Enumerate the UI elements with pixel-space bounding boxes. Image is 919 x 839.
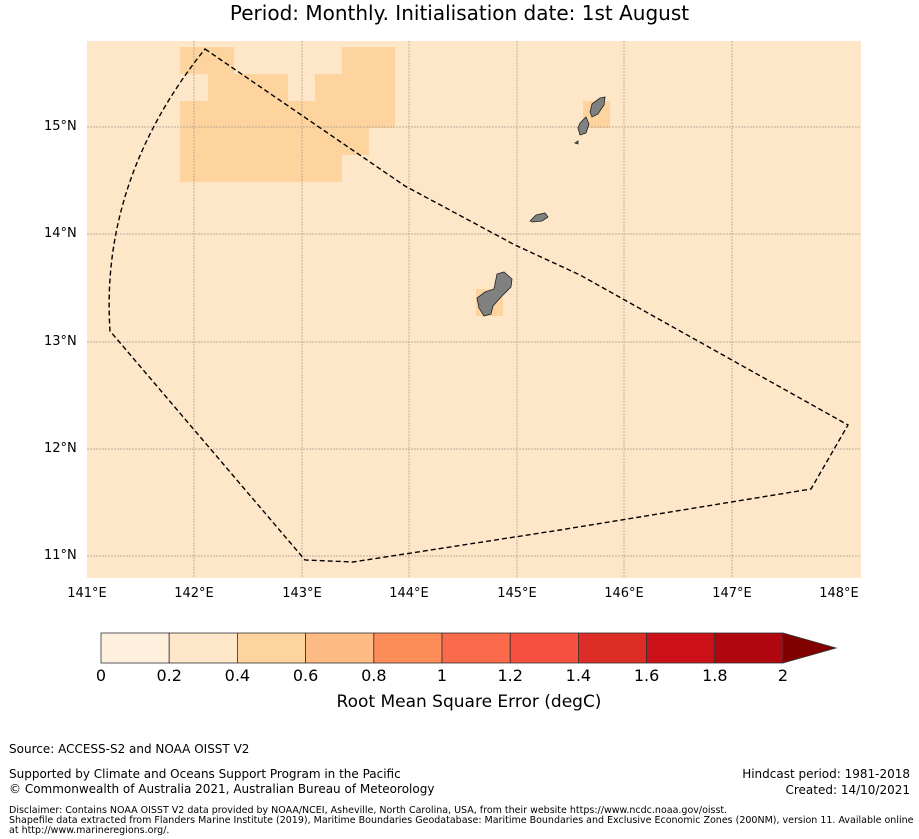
colorbar-segment	[509, 632, 579, 664]
colorbar-tick: 0.8	[361, 666, 387, 685]
rmse-patch	[342, 47, 395, 74]
colorbar-tick: 1.2	[497, 666, 523, 685]
island-guam	[476, 271, 513, 317]
island-aguijan	[574, 140, 579, 145]
colorbar-label: Root Mean Square Error (degC)	[336, 692, 602, 712]
disclaimer: Disclaimer: Contains NOAA OISST V2 data …	[9, 806, 914, 836]
colorbar-tick: 0.6	[292, 666, 319, 685]
eez-boundary	[108, 48, 849, 563]
lat-label: 15°N	[44, 119, 77, 134]
lon-label: 144°E	[389, 586, 429, 601]
rmse-patch	[180, 47, 234, 74]
lon-label: 145°E	[497, 586, 537, 601]
lat-label: 11°N	[44, 548, 77, 563]
graticule	[87, 41, 861, 578]
disclaimer-line: Disclaimer: Contains NOAA OISST V2 data …	[9, 805, 728, 816]
copyright-text: © Commonwealth of Australia 2021, Austra…	[9, 782, 435, 796]
lon-label: 142°E	[174, 586, 214, 601]
colorbar-segment	[373, 632, 443, 664]
colorbar-segment	[714, 632, 784, 664]
colorbar-segment	[236, 632, 306, 664]
colorbar-tick: 1	[436, 666, 448, 685]
islands	[476, 96, 606, 317]
colorbar-segment	[441, 632, 511, 664]
rmse-patch	[342, 128, 369, 155]
colorbar-segment	[646, 632, 716, 664]
island-tinian	[577, 116, 590, 136]
supported-text: Supported by Climate and Oceans Support …	[9, 767, 401, 781]
colorbar-tick: 0.4	[224, 666, 251, 685]
lon-label: 143°E	[282, 586, 322, 601]
colorbar-segment	[168, 632, 238, 664]
colorbar-tick: 1.4	[565, 666, 592, 685]
island-saipan	[589, 96, 606, 118]
lon-label: 146°E	[604, 586, 644, 601]
colorbar-extend-arrow	[782, 632, 838, 664]
lon-label: 148°E	[819, 586, 859, 601]
lat-label: 13°N	[44, 334, 77, 349]
colorbar	[100, 632, 838, 664]
rmse-patch	[315, 74, 395, 128]
lon-label: 141°E	[67, 586, 107, 601]
hindcast-period: Hindcast period: 1981-2018	[742, 767, 910, 781]
disclaimer-line: Shapefile data extracted from Flanders M…	[9, 815, 914, 836]
island-rota	[529, 212, 549, 223]
map-title: Period: Monthly. Initialisation date: 1s…	[229, 1, 690, 25]
source-text: Source: ACCESS-S2 and NOAA OISST V2	[9, 742, 250, 756]
lat-label: 12°N	[44, 441, 77, 456]
colorbar-tick: 0	[95, 666, 107, 685]
colorbar-tick: 1.8	[702, 666, 728, 685]
lat-label: 14°N	[44, 226, 77, 241]
colorbar-tick: 1.6	[633, 666, 660, 685]
colorbar-segment	[578, 632, 648, 664]
colorbar-tick: 0.2	[156, 666, 182, 685]
colorbar-segment	[100, 632, 170, 664]
lon-label: 147°E	[712, 586, 752, 601]
colorbar-tick: 2	[777, 666, 789, 685]
colorbar-segment	[305, 632, 375, 664]
created-date: Created: 14/10/2021	[785, 783, 910, 797]
